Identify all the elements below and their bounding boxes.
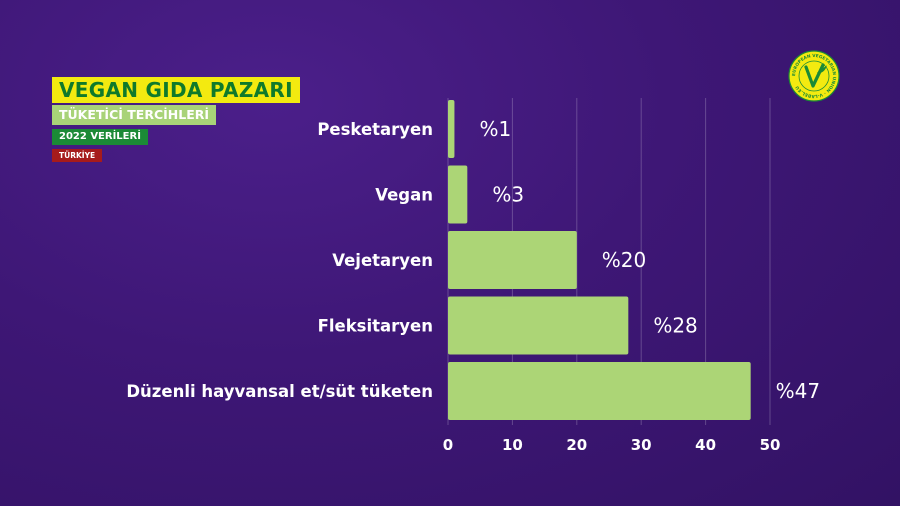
data-label: %47 [776, 379, 820, 403]
category-label: Düzenli hayvansal et/süt tüketen [126, 382, 433, 401]
country-badge: TÜRKİYE [52, 149, 103, 162]
bar [448, 100, 455, 158]
x-tick-label: 50 [760, 436, 781, 454]
x-tick-label: 20 [566, 436, 587, 454]
chart-subtitle: TÜKETİCİ TERCİHLERİ [52, 105, 217, 125]
v-label-icon: EUROPEAN VEGETARIAN UNION · V-LABEL.EU [788, 50, 840, 102]
category-label: Vejetaryen [332, 251, 433, 270]
bar [448, 296, 629, 355]
x-tick-label: 0 [443, 436, 453, 454]
data-label: %3 [492, 183, 524, 207]
x-tick-label: 40 [695, 436, 716, 454]
bar [448, 231, 577, 289]
data-label: %1 [479, 117, 511, 141]
category-label: Pesketaryen [317, 120, 433, 139]
x-tick-label: 10 [502, 436, 523, 454]
chart-title: VEGAN GIDA PAZARI [52, 77, 300, 103]
category-label: Fleksitaryen [318, 317, 433, 336]
category-label: Vegan [375, 186, 433, 205]
data-label: %28 [653, 314, 697, 338]
data-label: %20 [602, 248, 646, 272]
bar [448, 362, 751, 420]
bar [448, 165, 468, 224]
year-badge: 2022 VERİLERİ [52, 129, 148, 145]
x-tick-label: 30 [631, 436, 652, 454]
